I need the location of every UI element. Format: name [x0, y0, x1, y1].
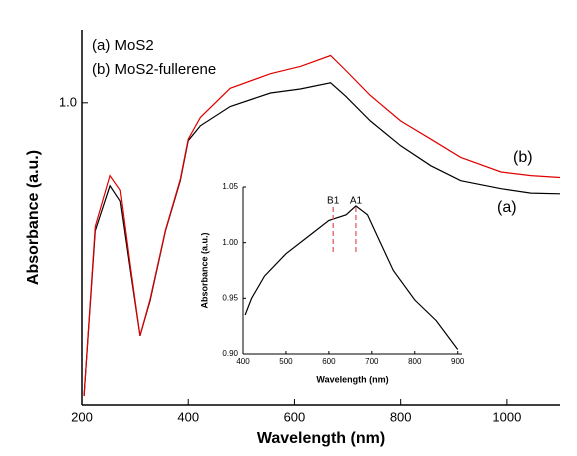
y-tick-label: 1.00: [222, 238, 238, 247]
y-tick-label: 1.0: [59, 94, 77, 109]
x-tick-label: 800: [390, 409, 412, 424]
y-tick-label: 0.90: [222, 349, 238, 358]
data-line: [244, 205, 459, 350]
data-line: [83, 82, 561, 396]
y-tick-label: 1.05: [222, 182, 238, 191]
x-tick-label: 400: [236, 357, 250, 366]
data-line: [83, 54, 561, 396]
marker-label: B1: [327, 196, 340, 207]
x-tick-label: 400: [177, 409, 199, 424]
y-axis-label: Absorbance (a.u.): [199, 232, 209, 308]
x-tick-label: 1000: [492, 409, 521, 424]
marker-label: A1: [350, 196, 363, 207]
x-tick-label: 500: [279, 357, 293, 366]
legend-entry: (b) MoS2-fullerene: [92, 61, 216, 78]
x-tick-label: 700: [365, 357, 379, 366]
x-tick-label: 900: [451, 357, 465, 366]
x-tick-label: 200: [71, 409, 93, 424]
y-axis-label: Absorbance (a.u.): [25, 150, 42, 285]
curve-label: (b): [513, 149, 533, 166]
x-axis-label: Wavelength (nm): [257, 430, 385, 447]
x-tick-label: 600: [284, 409, 306, 424]
x-axis-label: Wavelength (nm): [316, 374, 388, 384]
curve-label: (a): [497, 199, 517, 216]
legend-entry: (a) MoS2: [92, 37, 154, 54]
x-tick-label: 800: [408, 357, 422, 366]
x-tick-label: 600: [322, 357, 336, 366]
y-tick-label: 0.95: [222, 293, 238, 302]
